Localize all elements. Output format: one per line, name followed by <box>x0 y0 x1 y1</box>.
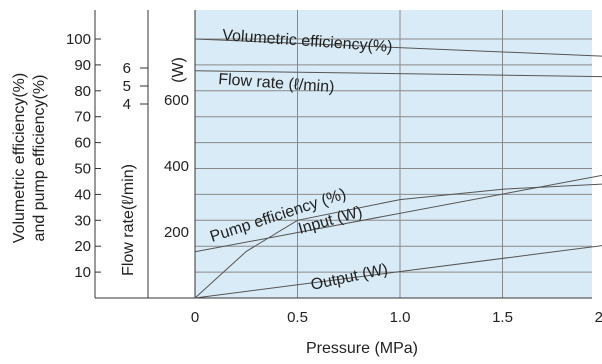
grid <box>194 10 592 298</box>
axis-titles: Pressure (MPa) Volumetric efficiency(%) … <box>11 57 418 357</box>
flow-tick-label: 6 <box>123 60 131 77</box>
efficiency-tick-label: 80 <box>74 83 91 100</box>
x-axis-label: Pressure (MPa) <box>306 340 418 357</box>
efficiency-tick-label: 50 <box>74 161 91 178</box>
efficiency-axis-label-line-1: Volumetric efficiency(%) <box>11 73 28 243</box>
power-axis-label: (W) <box>170 57 187 83</box>
flow-axis-label: Flow rate(ℓ/min) <box>120 164 137 276</box>
efficiency-tick-label: 20 <box>74 238 91 255</box>
efficiency-tick-label: 30 <box>74 212 91 229</box>
x-tick-label: 1.0 <box>390 309 411 326</box>
efficiency-axis-label-line-2: and pump efficiency(%) <box>31 75 48 242</box>
efficiency-tick-label: 40 <box>74 186 91 203</box>
x-tick-label: 2.0 <box>595 309 602 326</box>
flow-tick-label: 5 <box>123 78 131 95</box>
efficiency-tick-label: 60 <box>74 135 91 152</box>
power-tick-label: 600 <box>164 92 189 109</box>
tick-labels: 10 20 30 40 50 60 70 80 90 100 456 200 400 600 0 0.5 1.0… <box>66 31 602 326</box>
x-tick-label: 1.5 <box>492 309 513 326</box>
efficiency-tick-label: 70 <box>74 109 91 126</box>
series-line-3 <box>194 174 602 253</box>
series-line-2 <box>194 183 602 299</box>
plot-background <box>195 10 592 298</box>
x-tick-label: 0 <box>191 309 199 326</box>
series-lines <box>194 38 602 299</box>
efficiency-tick-label: 100 <box>66 31 91 48</box>
efficiency-tick-label: 10 <box>74 264 91 281</box>
series-line-1 <box>194 70 602 78</box>
efficiency-tick-label: 90 <box>74 57 91 74</box>
series-line-0 <box>194 38 602 57</box>
power-tick-label: 200 <box>164 224 189 241</box>
flow-tick-label: 4 <box>123 96 131 113</box>
axes <box>94 10 592 299</box>
x-tick-label: 0.5 <box>287 309 308 326</box>
series-line-4 <box>194 245 602 299</box>
power-tick-label: 400 <box>164 158 189 175</box>
